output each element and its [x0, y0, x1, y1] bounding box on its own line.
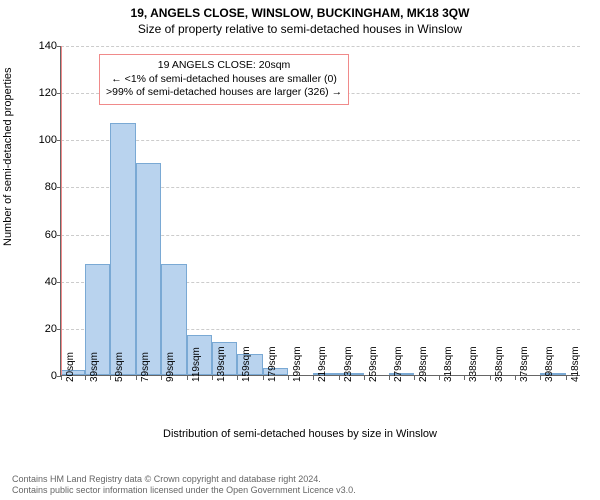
xtick-label: 139sqm: [216, 346, 227, 382]
xtick-label: 239sqm: [343, 346, 354, 382]
xtick-mark: [61, 376, 62, 380]
ytick-label: 60: [27, 229, 57, 241]
ytick-label: 80: [27, 181, 57, 193]
xtick-mark: [490, 376, 491, 380]
xtick-label: 259sqm: [368, 346, 379, 382]
ytick-label: 140: [27, 40, 57, 52]
plot-area: 02040608010012014020sqm39sqm59sqm79sqm99…: [60, 46, 580, 376]
xtick-mark: [364, 376, 365, 380]
xtick-label: 119sqm: [191, 347, 202, 382]
xtick-mark: [136, 376, 137, 380]
xtick-label: 279sqm: [393, 346, 404, 382]
page-title: 19, ANGELS CLOSE, WINSLOW, BUCKINGHAM, M…: [0, 0, 600, 20]
xtick-mark: [439, 376, 440, 380]
xtick-label: 199sqm: [292, 346, 303, 382]
callout-line: 19 ANGELS CLOSE: 20sqm: [106, 59, 342, 73]
x-axis-label: Distribution of semi-detached houses by …: [163, 428, 437, 440]
gridline: [61, 140, 580, 141]
subject-callout: 19 ANGELS CLOSE: 20sqm← <1% of semi-deta…: [99, 54, 349, 105]
footer-attribution: Contains HM Land Registry data © Crown c…: [12, 474, 356, 497]
ytick-label: 100: [27, 134, 57, 146]
xtick-label: 99sqm: [165, 352, 176, 382]
xtick-mark: [85, 376, 86, 380]
xtick-mark: [212, 376, 213, 380]
xtick-label: 338sqm: [468, 346, 479, 382]
xtick-mark: [540, 376, 541, 380]
xtick-label: 298sqm: [418, 346, 429, 382]
xtick-label: 59sqm: [114, 352, 125, 382]
gridline: [61, 46, 580, 47]
histogram-chart: Number of semi-detached properties 02040…: [0, 38, 600, 438]
xtick-mark: [389, 376, 390, 380]
footer-line-2: Contains public sector information licen…: [12, 485, 356, 496]
xtick-label: 179sqm: [267, 346, 278, 382]
callout-line: >99% of semi-detached houses are larger …: [106, 86, 342, 100]
xtick-label: 378sqm: [519, 346, 530, 382]
ytick-label: 0: [27, 370, 57, 382]
xtick-mark: [237, 376, 238, 380]
histogram-bar: [136, 163, 161, 375]
xtick-mark: [263, 376, 264, 380]
xtick-mark: [110, 376, 111, 380]
xtick-label: 358sqm: [494, 346, 505, 382]
ytick-label: 40: [27, 276, 57, 288]
xtick-label: 318sqm: [443, 346, 454, 382]
xtick-mark: [414, 376, 415, 380]
xtick-label: 79sqm: [140, 352, 151, 382]
xtick-label: 398sqm: [544, 346, 555, 382]
xtick-label: 418sqm: [570, 346, 581, 382]
callout-line: ← <1% of semi-detached houses are smalle…: [106, 73, 342, 87]
xtick-mark: [464, 376, 465, 380]
xtick-label: 39sqm: [89, 352, 100, 382]
xtick-mark: [288, 376, 289, 380]
xtick-mark: [313, 376, 314, 380]
ytick-label: 120: [27, 87, 57, 99]
xtick-label: 159sqm: [241, 346, 252, 382]
histogram-bar: [110, 123, 135, 375]
ytick-label: 20: [27, 323, 57, 335]
xtick-mark: [161, 376, 162, 380]
xtick-label: 20sqm: [65, 352, 76, 382]
footer-line-1: Contains HM Land Registry data © Crown c…: [12, 474, 356, 485]
xtick-mark: [187, 376, 188, 380]
xtick-mark: [566, 376, 567, 380]
xtick-mark: [515, 376, 516, 380]
page-subtitle: Size of property relative to semi-detach…: [0, 20, 600, 36]
y-axis-label: Number of semi-detached properties: [2, 230, 14, 246]
xtick-mark: [339, 376, 340, 380]
subject-marker-line: [61, 46, 62, 375]
xtick-label: 219sqm: [317, 346, 328, 382]
